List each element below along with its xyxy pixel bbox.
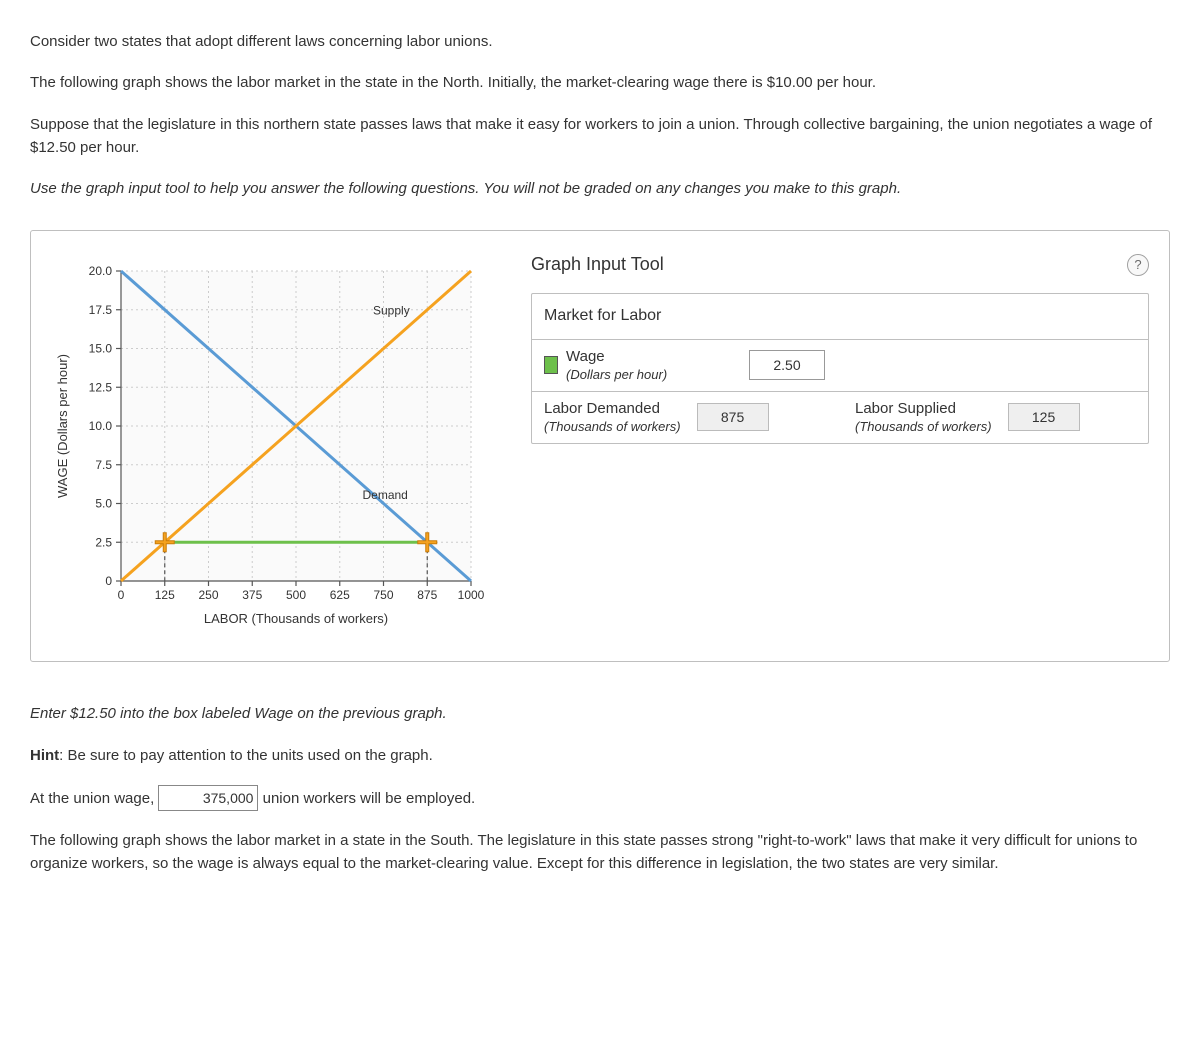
svg-text:500: 500 (286, 588, 306, 602)
svg-text:Demand: Demand (363, 488, 408, 502)
tool-subheader: Market for Labor (532, 294, 1148, 339)
svg-text:250: 250 (198, 588, 218, 602)
labor-supplied-unit: (Thousands of workers) (855, 419, 992, 435)
union-workers-input[interactable] (158, 785, 258, 811)
svg-text:625: 625 (330, 588, 350, 602)
chart-area: 0 125 250 375 500 625 750 875 1000 0 2.5 5.0 7.5 10.0… (51, 251, 491, 631)
svg-text:375: 375 (242, 588, 262, 602)
hint-label: Hint (30, 747, 59, 764)
paragraph-2: The following graph shows the labor mark… (30, 71, 1170, 94)
union-wage-after: union workers will be employed. (263, 790, 476, 807)
svg-text:0: 0 (118, 588, 125, 602)
paragraph-3: Suppose that the legislature in this nor… (30, 113, 1170, 160)
wage-swatch (544, 356, 558, 374)
labor-supplied-value: 125 (1008, 403, 1080, 431)
help-icon[interactable]: ? (1127, 254, 1149, 276)
labor-market-chart[interactable]: 0 125 250 375 500 625 750 875 1000 0 2.5 5.0 7.5 10.0… (51, 251, 491, 631)
wage-input[interactable] (749, 350, 825, 380)
svg-text:5.0: 5.0 (95, 497, 112, 511)
svg-text:LABOR (Thousands of workers): LABOR (Thousands of workers) (204, 611, 388, 626)
labor-row: Labor Demanded (Thousands of workers) 87… (532, 391, 1148, 443)
svg-text:875: 875 (417, 588, 437, 602)
svg-text:WAGE (Dollars per hour): WAGE (Dollars per hour) (55, 354, 70, 498)
paragraph-hint: Hint: Be sure to pay attention to the un… (30, 744, 1170, 767)
svg-text:15.0: 15.0 (89, 342, 113, 356)
tool-box: Market for Labor Wage (Dollars per hour) (531, 293, 1149, 444)
hint-text: : Be sure to pay attention to the units … (59, 747, 433, 764)
svg-text:17.5: 17.5 (89, 303, 113, 317)
svg-text:2.5: 2.5 (95, 536, 112, 550)
wage-row: Wage (Dollars per hour) (532, 339, 1148, 391)
union-wage-before: At the union wage, (30, 790, 158, 807)
svg-text:1000: 1000 (458, 588, 485, 602)
paragraph-1: Consider two states that adopt different… (30, 30, 1170, 53)
labor-demanded-label: Labor Demanded (544, 400, 660, 417)
labor-demanded-value: 875 (697, 403, 769, 431)
svg-text:20.0: 20.0 (89, 264, 113, 278)
wage-label: Wage (566, 348, 605, 365)
svg-text:7.5: 7.5 (95, 458, 112, 472)
tool-title: Graph Input Tool (531, 251, 664, 279)
graph-input-tool: Graph Input Tool ? Market for Labor Wage… (531, 251, 1149, 631)
svg-text:12.5: 12.5 (89, 381, 113, 395)
labor-demanded-unit: (Thousands of workers) (544, 419, 681, 435)
graph-panel: 0 125 250 375 500 625 750 875 1000 0 2.5 5.0 7.5 10.0… (30, 230, 1170, 662)
labor-supplied-label: Labor Supplied (855, 400, 956, 417)
svg-text:0: 0 (105, 574, 112, 588)
paragraph-4: Use the graph input tool to help you ans… (30, 177, 1170, 200)
wage-unit: (Dollars per hour) (566, 367, 667, 383)
union-wage-sentence: At the union wage, union workers will be… (30, 785, 1170, 811)
paragraph-5: Enter $12.50 into the box labeled Wage o… (30, 702, 1170, 725)
svg-text:125: 125 (155, 588, 175, 602)
svg-text:Supply: Supply (373, 304, 410, 318)
svg-text:10.0: 10.0 (89, 419, 113, 433)
paragraph-8: The following graph shows the labor mark… (30, 829, 1170, 876)
svg-text:750: 750 (373, 588, 393, 602)
